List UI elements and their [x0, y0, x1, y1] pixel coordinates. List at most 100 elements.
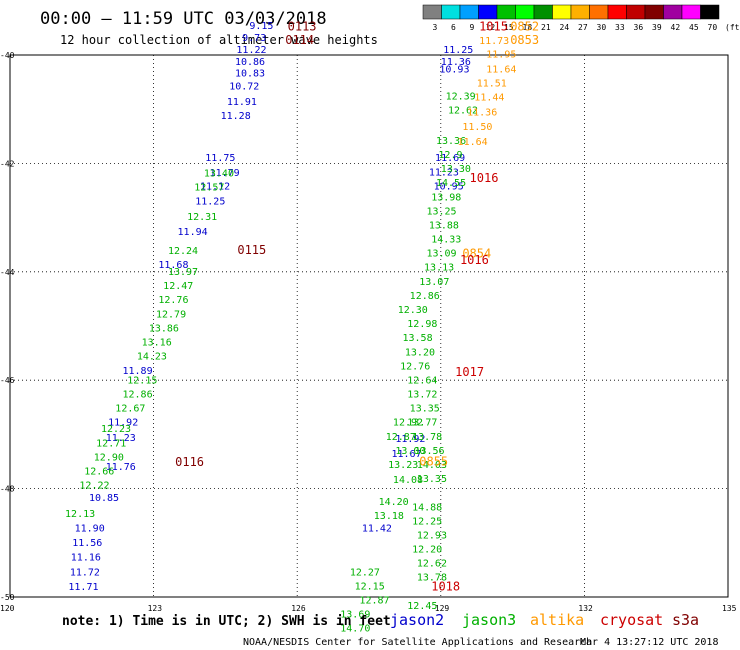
jason2-value-label: 9.15 — [249, 21, 273, 32]
jason3-value-label: 12.79 — [156, 309, 186, 320]
colorbar-label: 36 — [634, 23, 644, 32]
colorbar-swatch — [589, 4, 609, 20]
jason2-value-label: 10.83 — [235, 69, 265, 80]
jason3-value-label: 13.18 — [374, 511, 404, 522]
jason3-value-label: 12.90 — [94, 452, 124, 463]
jason3-value-label: 12.86 — [122, 390, 152, 401]
jason2-value-label: 11.67 — [391, 449, 421, 460]
colorbar-swatch — [478, 4, 498, 20]
jason3-value-label: 12.47 — [163, 281, 193, 292]
colorbar-label: 6 — [451, 23, 456, 32]
colorbar-swatch — [607, 4, 627, 20]
colorbar-swatch — [441, 4, 461, 20]
jason3-value-label: 12.24 — [168, 246, 198, 257]
grid-lines — [10, 55, 728, 597]
x-tick-label: 132 — [578, 604, 593, 613]
jason3-value-label: 13.56 — [414, 446, 444, 457]
colorbar-swatch — [626, 4, 646, 20]
y-tick-label: -50 — [0, 593, 15, 602]
jason2-value-label: 10.95 — [434, 181, 464, 192]
jason2-value-label: 11.92 — [395, 434, 425, 445]
colorbar-swatch — [515, 4, 535, 20]
x-tick-label: 135 — [722, 604, 737, 613]
jason2-value-label: 10.93 — [439, 64, 469, 75]
cryosat-time-label: 1016 — [460, 253, 489, 267]
legend-jason2: jason2 — [390, 611, 444, 629]
jason3-value-label: 13.35 — [417, 474, 447, 485]
jason2-value-label: 11.22 — [236, 45, 266, 56]
jason2-value-label: 10.72 — [229, 82, 259, 93]
y-tick-label: -44 — [0, 268, 15, 277]
jason3-value-label: 13.00 — [395, 446, 425, 457]
cryosat-time-label: 1018 — [431, 579, 460, 593]
jason2-value-label: 11.72 — [70, 567, 100, 578]
jason3-value-label: 12.27 — [350, 567, 380, 578]
jason3-value-label: 13.09 — [426, 249, 456, 260]
jason3-value-label: 12.64 — [407, 375, 437, 386]
jason3-value-label: 14.03 — [417, 460, 447, 471]
jason3-value-label: 12.98 — [407, 319, 437, 330]
colorbar-swatch — [663, 4, 683, 20]
colorbar-label: 9 — [470, 23, 475, 32]
cryosat-time-label: 1015 — [479, 20, 508, 34]
altika-value-label: 11.73 — [479, 36, 509, 47]
altika-value-label: 11.51 — [477, 78, 507, 89]
jason3-value-label: 14.55 — [436, 178, 466, 189]
jason3-value-label: 13.16 — [142, 338, 172, 349]
colorbar-swatch — [681, 4, 701, 20]
jason2-value-label: 11.69 — [435, 153, 465, 164]
jason3-value-label: 13.69 — [340, 610, 370, 621]
jason3-value-label: 12.25 — [412, 516, 442, 527]
altika-time-label: 0854 — [462, 247, 491, 261]
jason3-value-label: 12.92 — [393, 418, 423, 429]
altika-value-label: 11.95 — [486, 50, 516, 61]
x-tick-label: 123 — [148, 604, 163, 613]
jason2-value-label: 11.23 — [106, 433, 136, 444]
legend-s3a: s3a — [672, 611, 699, 629]
jason3-value-label: 12.86 — [410, 291, 440, 302]
colorbar-label: 12 — [486, 23, 496, 32]
colorbar-label: 3 — [433, 23, 438, 32]
jason2-value-label: 11.36 — [441, 57, 471, 68]
jason3-value-label: 14.23 — [137, 352, 167, 363]
altika-time-label: 0853 — [510, 33, 539, 47]
jason3-value-label: 12.20 — [412, 545, 442, 556]
colorbar-label: 33 — [615, 23, 625, 32]
jason2-value-label: 11.25 — [443, 45, 473, 56]
footer-note: note: 1) Time is in UTC; 2) SWH is in fe… — [62, 614, 391, 629]
jason3-value-label: 12.66 — [84, 467, 114, 478]
colorbar-label: 30 — [597, 23, 607, 32]
jason3-value-label: 13.77 — [407, 418, 437, 429]
jason3-value-label: 12.9 — [438, 150, 462, 161]
jason3-value-label: 12.67 — [115, 404, 145, 415]
jason3-value-label: 12.93 — [417, 530, 447, 541]
s3a-time-label: 0115 — [237, 243, 266, 257]
legend-altika: altika — [530, 611, 584, 629]
jason3-value-label: 12.13 — [65, 509, 95, 520]
y-tick-label: -42 — [0, 159, 15, 168]
colorbar-swatch — [496, 4, 516, 20]
legend-cryosat: cryosat — [600, 611, 663, 629]
jason3-value-label: 13.20 — [405, 347, 435, 358]
jason3-value-label: 13.88 — [429, 220, 459, 231]
jason2-value-label: 11.28 — [221, 111, 251, 122]
jason3-value-label: 12.62 — [417, 559, 447, 570]
jason3-value-label: 12.57 — [194, 183, 224, 194]
jason3-value-label: 12.76 — [400, 361, 430, 372]
jason3-value-label: 13.86 — [149, 323, 179, 334]
colorbar-swatch — [422, 4, 442, 20]
colorbar-swatch — [570, 4, 590, 20]
colorbar-label: 39 — [652, 23, 662, 32]
jason2-value-label: 11.89 — [122, 366, 152, 377]
jason3-value-label: 13.07 — [419, 277, 449, 288]
jason2-value-label: 11.42 — [362, 523, 392, 534]
colorbar-label: 24 — [560, 23, 570, 32]
chart-title: 00:00 – 11:59 UTC 03/03/2018 — [40, 9, 327, 29]
altika-value-label: 11.50 — [462, 122, 492, 133]
jason2-value-label: 11.68 — [158, 260, 188, 271]
jason3-value-label: 12.71 — [96, 438, 126, 449]
jason3-value-label: 14.70 — [340, 624, 370, 635]
cryosat-time-label: 1017 — [455, 365, 484, 379]
colorbar-label: 45 — [689, 23, 699, 32]
